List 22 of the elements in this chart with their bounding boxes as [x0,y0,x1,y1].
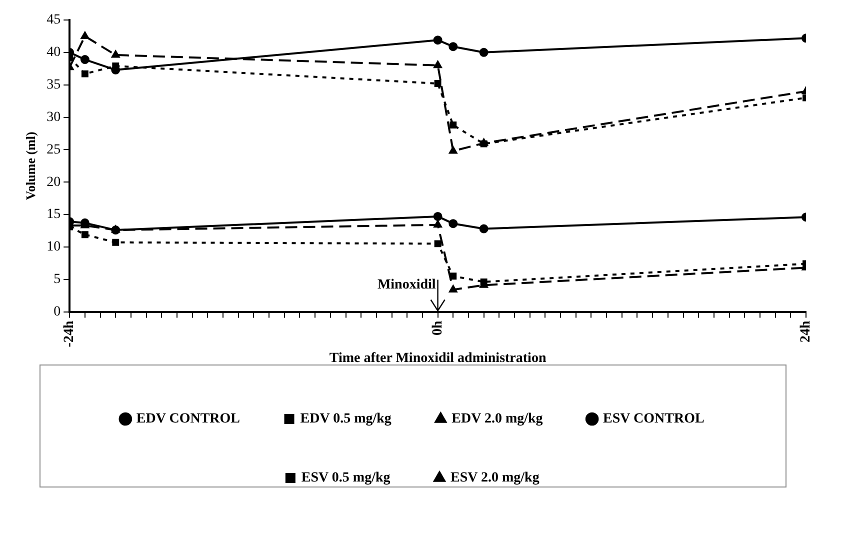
legend-label: EDV 2.0 mg/kg [452,412,543,427]
x-tick-label: 0h [430,320,446,336]
y-axis-title: Volume (ml) [23,132,38,200]
legend-label: ESV 2.0 mg/kg [450,470,540,486]
y-tick-label: 40 [46,45,61,60]
y-tick-label: 10 [46,240,61,255]
y-tick-label: 20 [46,174,61,190]
y-tick-label: 25 [46,142,61,158]
y-tick-label: 0 [54,304,61,320]
legend-label: EDV 0.5 mg/kg [300,412,392,427]
y-tick-label: 30 [46,110,61,125]
y-tick-label: 5 [54,272,61,288]
legend-label: ESV CONTROL [603,412,704,427]
y-tick-label: 15 [46,207,61,222]
annotation: Minoxidil [377,277,436,292]
x-tick-label: 24h [798,320,814,343]
y-tick-label: 45 [46,12,61,28]
x-axis-title: Time after Minoxidil administration [329,351,546,366]
legend-label: EDV CONTROL [136,412,240,427]
legend-label: ESV 0.5 mg/kg [301,470,390,486]
y-tick-label: 35 [46,78,61,93]
x-tick-label: -24h [62,320,78,348]
